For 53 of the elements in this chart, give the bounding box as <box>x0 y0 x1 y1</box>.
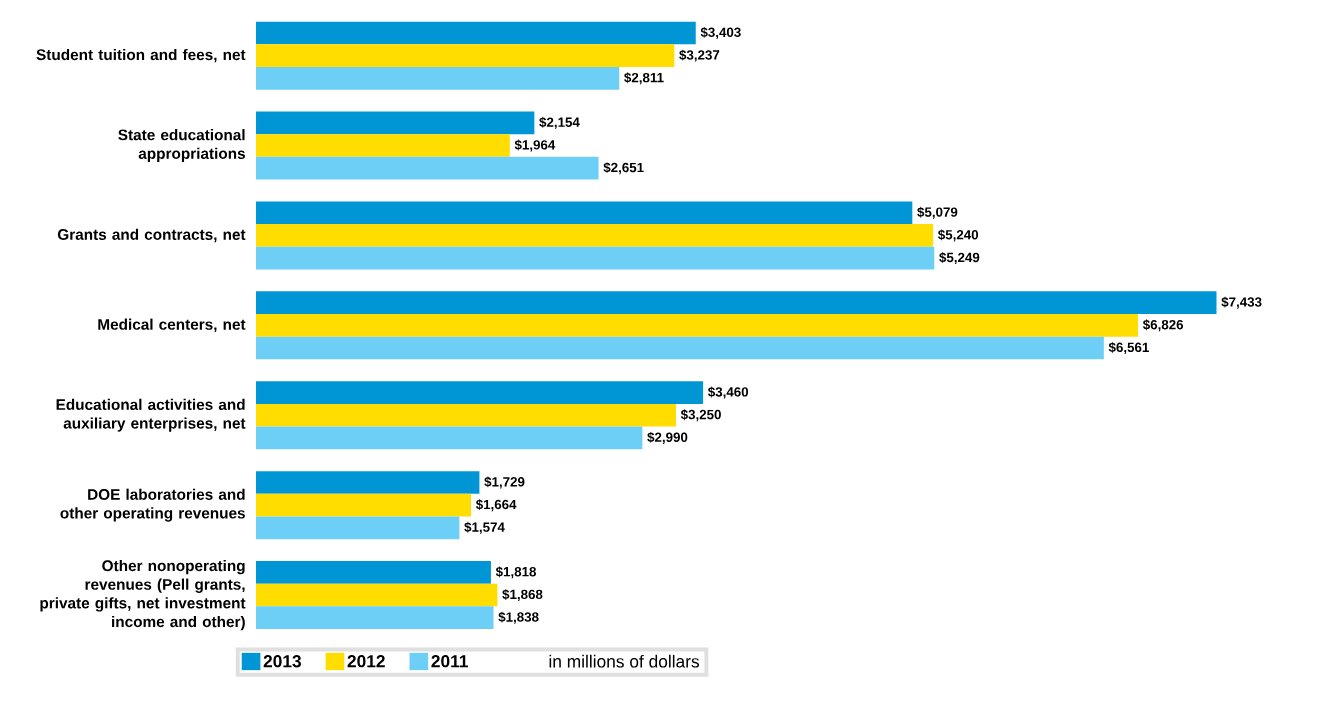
bar <box>256 291 1217 314</box>
bar <box>256 336 1104 360</box>
y-tick-label: Student tuition and fees, net <box>36 48 246 63</box>
data-label: $6,826 <box>1142 319 1184 332</box>
data-label: $6,561 <box>1108 342 1149 354</box>
data-label: $2,811 <box>624 72 664 85</box>
bar <box>256 201 913 225</box>
bar <box>256 606 494 630</box>
y-tick-label: Educational activities and auxiliary enterprises, net <box>56 398 246 432</box>
data-label: $3,403 <box>700 26 741 39</box>
bar <box>256 111 535 135</box>
bar <box>256 44 675 67</box>
text: in millions of dollars <box>549 654 700 668</box>
y-tick-label: DOE laboratories and other operating revenues <box>60 488 245 522</box>
legend-label: 2012 <box>347 655 385 668</box>
bar <box>256 21 696 45</box>
data-label: $3,460 <box>707 386 749 399</box>
bar <box>256 156 599 180</box>
y-tick-label: Medical centers, net <box>98 318 246 333</box>
bar <box>256 246 935 270</box>
data-label: $1,964 <box>514 139 556 152</box>
bar <box>256 516 460 540</box>
y-tick-label: Grants and contracts, net <box>57 228 246 243</box>
data-label: $1,868 <box>502 589 543 602</box>
bar <box>256 426 643 450</box>
data-label: $5,240 <box>938 229 979 242</box>
bar <box>256 561 491 584</box>
legend-label: 2013 <box>263 655 301 668</box>
y-tick-label: Other nonoperating revenues (Pell grants, private gifts, net investment income and other) <box>40 559 246 631</box>
data-label: $2,154 <box>539 116 580 129</box>
data-label: $5,249 <box>939 252 980 265</box>
data-label: $1,838 <box>498 611 539 624</box>
data-label: $3,250 <box>680 409 721 422</box>
bar <box>256 381 704 404</box>
data-label: $7,433 <box>1221 296 1262 309</box>
bar <box>256 493 472 517</box>
data-label: $5,079 <box>917 206 958 219</box>
data-label: $1,729 <box>484 476 525 489</box>
data-label: $2,990 <box>647 431 688 444</box>
bar <box>256 471 480 494</box>
data-label: $3,237 <box>679 49 720 62</box>
bar <box>256 403 676 427</box>
data-label: $2,651 <box>603 162 644 175</box>
bar <box>256 583 498 607</box>
data-label: $1,664 <box>475 499 517 512</box>
bar <box>256 66 620 90</box>
bar <box>256 224 934 247</box>
legend-label: 2011 <box>431 655 468 668</box>
bar <box>256 314 1139 337</box>
bar <box>256 134 510 157</box>
data-label: $1,574 <box>464 521 505 534</box>
y-tick-label: State educational appropriations <box>118 129 245 163</box>
data-label: $1,818 <box>495 566 536 579</box>
